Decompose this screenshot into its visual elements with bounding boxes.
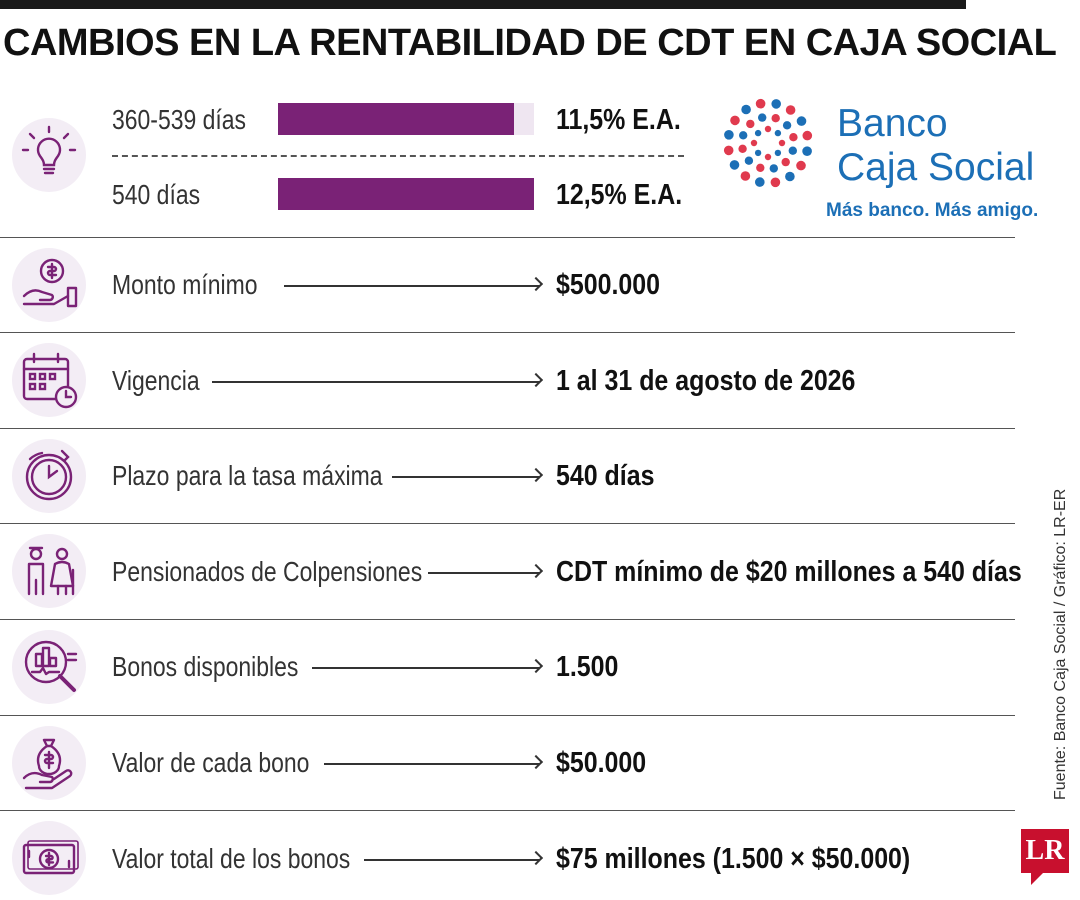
lightbulb-icon xyxy=(12,118,86,192)
row-value-5: 1.500 xyxy=(556,651,619,683)
logo-dot xyxy=(723,145,734,156)
arrow-5 xyxy=(312,667,540,669)
logo-dot xyxy=(746,119,755,129)
logo-dot xyxy=(774,129,782,137)
logo-dot xyxy=(788,146,797,155)
top-bar xyxy=(0,0,966,9)
arrow-3 xyxy=(392,476,540,478)
logo-dot xyxy=(730,115,740,126)
bank-logo: Banco Caja Social Más banco. Más amigo. xyxy=(712,88,1062,221)
bar-track-1 xyxy=(278,103,534,135)
logo-dot xyxy=(781,157,790,167)
money-hand-icon xyxy=(12,248,86,322)
divider xyxy=(0,523,1015,524)
logo-dot xyxy=(796,116,807,126)
arrow-6 xyxy=(324,763,540,765)
logo-dot xyxy=(758,113,767,122)
logo-dot xyxy=(782,121,792,130)
logo-dot xyxy=(774,149,782,157)
logo-dot xyxy=(756,163,765,172)
row-value-1: $500.000 xyxy=(556,269,661,301)
logo-dot xyxy=(802,146,812,156)
row-label-5: Bonos disponibles xyxy=(112,651,299,682)
logo-dot xyxy=(789,133,798,142)
row-label-7: Valor total de los bonos xyxy=(112,843,351,874)
logo-dot xyxy=(755,177,765,187)
logo-dot xyxy=(729,160,740,170)
logo-dot xyxy=(785,171,795,182)
magnifier-chart-icon xyxy=(12,630,86,704)
logo-dot xyxy=(724,130,734,140)
logo-name-line1: Banco xyxy=(837,102,948,145)
bar-category-label-1: 360-539 días xyxy=(112,104,247,135)
arrow-4 xyxy=(428,572,540,574)
stopwatch-icon xyxy=(12,439,86,513)
arrow-2 xyxy=(212,381,540,383)
bar-2 xyxy=(278,178,534,210)
row-value-7: $75 millones (1.500 × $50.000) xyxy=(556,843,911,875)
bar-value-label-2: 12,5% E.A. xyxy=(556,179,683,211)
bar-divider xyxy=(112,155,684,157)
divider xyxy=(0,428,1015,429)
divider xyxy=(0,810,1015,811)
row-label-4: Pensionados de Colpensiones xyxy=(112,556,423,587)
arrow-7 xyxy=(364,859,540,861)
lr-logo-badge: LR xyxy=(1021,829,1069,885)
row-label-6: Valor de cada bono xyxy=(112,747,310,778)
bar-1 xyxy=(278,103,514,135)
logo-dot xyxy=(740,171,751,181)
row-label-2: Vigencia xyxy=(112,365,200,396)
logo-dot xyxy=(771,114,780,123)
row-label-1: Monto mínimo xyxy=(112,269,258,300)
logo-dot xyxy=(785,105,796,115)
calendar-clock-icon xyxy=(12,343,86,417)
bar-value-label-1: 11,5% E.A. xyxy=(556,104,681,136)
logo-dot xyxy=(778,139,786,147)
arrow-1 xyxy=(284,285,540,287)
logo-dot xyxy=(750,139,758,147)
divider xyxy=(0,715,1015,716)
logo-tagline: Más banco. Más amigo. xyxy=(826,200,1039,221)
logo-name-line2: Caja Social xyxy=(837,146,1035,189)
row-value-6: $50.000 xyxy=(556,747,647,779)
row-value-4: CDT mínimo de $20 millones a 540 días xyxy=(556,556,1022,588)
logo-dot xyxy=(755,98,766,109)
logo-dot xyxy=(796,160,806,171)
page-title: CAMBIOS EN LA RENTABILIDAD DE CDT EN CAJ… xyxy=(3,22,1057,64)
row-value-3: 540 días xyxy=(556,460,655,492)
divider xyxy=(0,619,1015,620)
logo-dot xyxy=(744,156,754,165)
source-credit: Fuente: Banco Caja Social / Gráfico: LR-… xyxy=(1052,488,1069,800)
logo-dot xyxy=(769,164,778,173)
logo-dot xyxy=(754,149,762,157)
banknote-icon xyxy=(12,821,86,895)
logo-dot xyxy=(754,129,762,137)
logo-dot xyxy=(771,99,781,109)
logo-dot xyxy=(741,104,751,115)
logo-dot xyxy=(739,131,748,140)
money-bag-hand-icon xyxy=(12,726,86,800)
logo-dot xyxy=(764,153,772,161)
divider xyxy=(0,237,1015,238)
divider xyxy=(0,332,1015,333)
logo-dot xyxy=(770,177,781,188)
bar-track-2 xyxy=(278,178,534,210)
row-value-2: 1 al 31 de agosto de 2026 xyxy=(556,365,856,397)
row-label-3: Plazo para la tasa máxima xyxy=(112,460,383,491)
logo-dot xyxy=(738,144,747,153)
logo-dot xyxy=(764,125,772,133)
bar-category-label-2: 540 días xyxy=(112,179,201,210)
burst-logo-icon xyxy=(723,98,813,188)
logo-dot xyxy=(802,130,813,141)
elderly-couple-icon xyxy=(12,534,86,608)
